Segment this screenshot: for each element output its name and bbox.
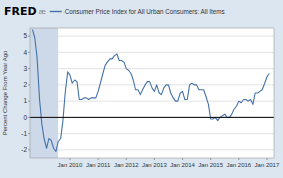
grid-line: [30, 149, 274, 150]
x-tick-label: Jan 2016: [226, 162, 251, 168]
y-tick: [28, 68, 30, 69]
y-tick: [28, 133, 30, 134]
x-tick: [69, 158, 70, 160]
x-tick-label: Jan 2012: [114, 162, 139, 168]
chart: -2-1012345Jan 2010Jan 2011Jan 2012Jan 20…: [0, 0, 283, 178]
grid-line: [30, 68, 274, 69]
legend-swatch: [50, 11, 62, 12]
legend-label: Consumer Price Index for All Urban Consu…: [65, 8, 225, 15]
header-annotation: æ: [39, 7, 46, 16]
x-tick: [266, 158, 267, 160]
zero-line: [30, 117, 274, 118]
x-tick: [126, 158, 127, 160]
y-tick-label: 2: [23, 81, 27, 88]
header-logo: FRED: [4, 5, 37, 18]
y-tick-label: 1: [23, 97, 27, 104]
grid-line: [30, 101, 274, 102]
x-tick-label: Jan 2011: [86, 162, 111, 168]
grid-line: [30, 133, 274, 134]
y-tick-label: 3: [23, 65, 27, 72]
y-tick: [28, 149, 30, 150]
x-tick: [210, 158, 211, 160]
x-tick-label: Jan 2013: [142, 162, 167, 168]
y-tick-label: 4: [23, 49, 27, 56]
x-tick-label: Jan 2017: [255, 162, 280, 168]
x-tick: [98, 158, 99, 160]
y-tick: [28, 52, 30, 53]
y-tick-label: -2: [21, 146, 27, 153]
x-tick-label: Jan 2014: [170, 162, 195, 168]
y-tick: [28, 101, 30, 102]
grid-line: [30, 52, 274, 53]
y-axis-label: Percent Change From Year Ago: [2, 50, 8, 135]
y-tick-label: 5: [23, 32, 27, 39]
grid-line: [30, 36, 274, 37]
y-tick: [28, 84, 30, 85]
grid-line: [30, 117, 274, 118]
y-tick: [28, 117, 30, 118]
x-tick-label: Jan 2010: [58, 162, 83, 168]
y-tick-label: -1: [21, 130, 27, 137]
x-tick: [182, 158, 183, 160]
frame: [30, 28, 274, 158]
plot-area: [30, 28, 274, 158]
x-tick-label: Jan 2015: [198, 162, 223, 168]
x-tick: [238, 158, 239, 160]
plot-marks: [30, 28, 274, 158]
line: [33, 30, 270, 152]
y-tick-label: 0: [23, 114, 27, 121]
y-tick: [28, 36, 30, 37]
x-tick: [154, 158, 155, 160]
